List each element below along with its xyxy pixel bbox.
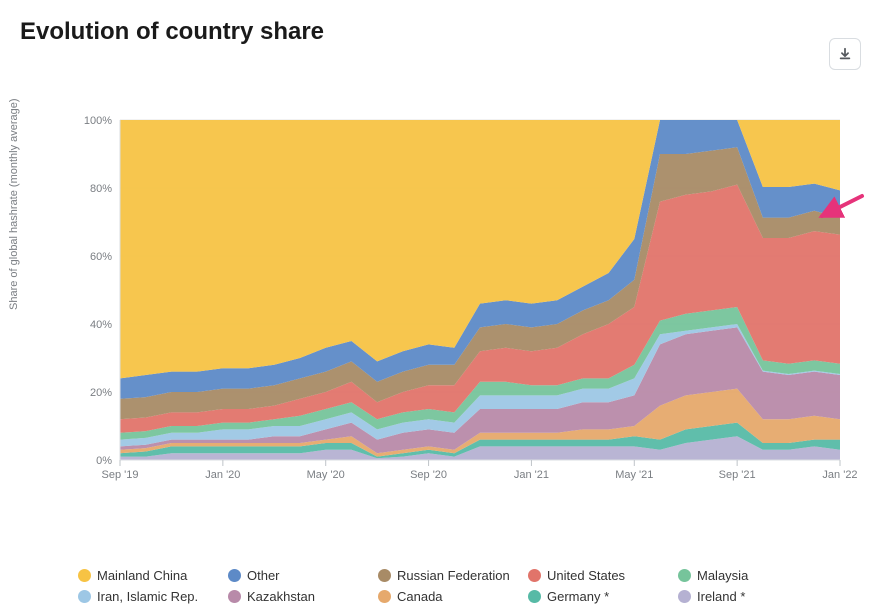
legend-item[interactable]: Malaysia [678, 568, 810, 583]
legend-item[interactable]: Ireland * [678, 589, 810, 604]
x-tick-label: Jan '20 [205, 469, 240, 481]
y-tick-label: 20% [90, 387, 112, 399]
y-axis-label: Share of global hashrate (monthly averag… [8, 98, 20, 310]
x-tick-label: Jan '21 [514, 469, 549, 481]
download-icon [838, 47, 852, 61]
legend-item[interactable]: Iran, Islamic Rep. [78, 589, 210, 604]
legend-swatch [678, 590, 691, 603]
legend-swatch [378, 590, 391, 603]
x-tick-label: Sep '21 [719, 469, 756, 481]
legend: Mainland China Other Russian Federation Uni… [78, 568, 838, 604]
legend-label: Mainland China [97, 568, 187, 583]
legend-item[interactable]: Russian Federation [378, 568, 510, 583]
legend-label: Canada [397, 589, 443, 604]
x-tick-label: Sep '20 [410, 469, 447, 481]
x-tick-label: May '21 [615, 469, 653, 481]
x-tick-label: Jan '22 [822, 469, 857, 481]
legend-label: Ireland * [697, 589, 745, 604]
legend-item[interactable]: United States [528, 568, 660, 583]
legend-label: Malaysia [697, 568, 748, 583]
legend-item[interactable]: Other [228, 568, 360, 583]
y-tick-label: 60% [90, 251, 112, 263]
x-tick-label: Sep '19 [102, 469, 139, 481]
title-row: Evolution of country share [20, 18, 861, 70]
legend-label: Other [247, 568, 280, 583]
legend-label: Russian Federation [397, 568, 510, 583]
legend-item[interactable]: Germany * [528, 589, 660, 604]
legend-item[interactable]: Kazakhstan [228, 589, 360, 604]
legend-swatch [528, 569, 541, 582]
y-tick-label: 80% [90, 183, 112, 195]
legend-swatch [78, 590, 91, 603]
y-tick-label: 40% [90, 319, 112, 331]
page-title: Evolution of country share [20, 18, 324, 46]
legend-swatch [678, 569, 691, 582]
y-tick-label: 100% [84, 115, 112, 127]
legend-label: Germany * [547, 589, 609, 604]
legend-swatch [78, 569, 91, 582]
y-tick-label: 0% [96, 455, 112, 467]
x-tick-label: May '20 [307, 469, 345, 481]
legend-swatch [528, 590, 541, 603]
chart-container: Share of global hashrate (monthly averag… [20, 110, 861, 510]
legend-swatch [228, 569, 241, 582]
legend-label: Kazakhstan [247, 589, 315, 604]
legend-label: United States [547, 568, 625, 583]
legend-swatch [228, 590, 241, 603]
legend-swatch [378, 569, 391, 582]
download-button[interactable] [829, 38, 861, 70]
legend-item[interactable]: Canada [378, 589, 510, 604]
page-root: Evolution of country share Share of glob… [0, 0, 881, 616]
legend-label: Iran, Islamic Rep. [97, 589, 198, 604]
stacked-area-chart: 0% 20% 40% 60% 80% 100% Sep '19 Jan '20 May '20 S… [80, 110, 860, 510]
legend-item[interactable]: Mainland China [78, 568, 210, 583]
